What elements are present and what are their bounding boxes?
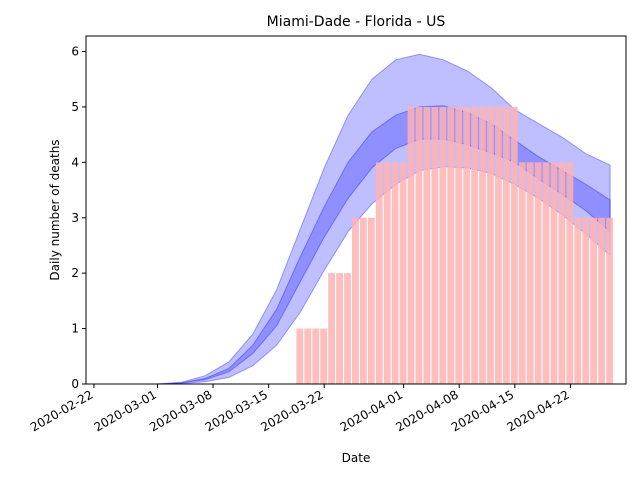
daily-deaths-bar [344, 273, 351, 384]
daily-deaths-bar [359, 217, 367, 384]
daily-deaths-bar [463, 106, 471, 385]
y-tick-label: 5 [71, 100, 79, 114]
inner-band [157, 105, 611, 385]
daily-deaths-bar [455, 106, 463, 385]
daily-deaths-bar [312, 328, 320, 384]
daily-deaths-bars [296, 106, 613, 385]
y-tick-label: 4 [71, 155, 79, 169]
daily-deaths-bar [542, 162, 550, 384]
daily-deaths-bar [423, 106, 431, 385]
daily-deaths-bar [598, 217, 606, 384]
daily-deaths-bar [336, 273, 343, 384]
daily-deaths-bar [439, 106, 447, 385]
daily-deaths-bar [574, 217, 582, 384]
daily-deaths-bar [471, 106, 478, 385]
y-tick-label: 0 [71, 377, 79, 391]
daily-deaths-bar [606, 217, 613, 384]
daily-deaths-bar [399, 162, 407, 384]
daily-deaths-bar [510, 106, 518, 385]
daily-deaths-bar [328, 273, 336, 384]
daily-deaths-bar [352, 217, 359, 384]
daily-deaths-bar [375, 162, 383, 384]
daily-deaths-bar [383, 162, 391, 384]
y-tick-label: 1 [71, 322, 79, 336]
daily-deaths-bar [320, 328, 328, 384]
axes [85, 35, 627, 385]
daily-deaths-bar [526, 162, 534, 384]
daily-deaths-bar [518, 162, 526, 384]
daily-deaths-bar [502, 106, 510, 385]
daily-deaths-bar [487, 106, 494, 385]
y-axis-label: Daily number of deaths [48, 139, 62, 280]
daily-deaths-bar [494, 106, 502, 385]
daily-deaths-bar [431, 106, 439, 385]
x-axis-label: Date [342, 451, 371, 465]
daily-deaths-bar [415, 106, 423, 385]
daily-deaths-bar [304, 328, 312, 384]
daily-deaths-bar [447, 106, 455, 385]
y-tick-label: 6 [71, 45, 79, 59]
y-tick-label: 2 [71, 266, 79, 280]
daily-deaths-bar [566, 162, 574, 384]
y-axis-ticks: 0 1 2 3 4 5 6 [71, 45, 86, 391]
daily-deaths-bar [550, 162, 558, 384]
y-tick-label: 3 [71, 211, 79, 225]
daily-deaths-bar [590, 217, 598, 384]
chart-title: Miami-Dade - Florida - US [267, 14, 446, 30]
daily-deaths-bar [558, 162, 566, 384]
daily-deaths-bar [407, 106, 415, 385]
daily-deaths-bar [582, 217, 590, 384]
plot-frame [85, 35, 627, 385]
daily-deaths-bar [534, 162, 542, 384]
daily-deaths-bar [296, 328, 304, 384]
daily-deaths-bar [391, 162, 399, 384]
daily-deaths-bar [479, 106, 486, 385]
daily-deaths-bar [367, 217, 375, 384]
